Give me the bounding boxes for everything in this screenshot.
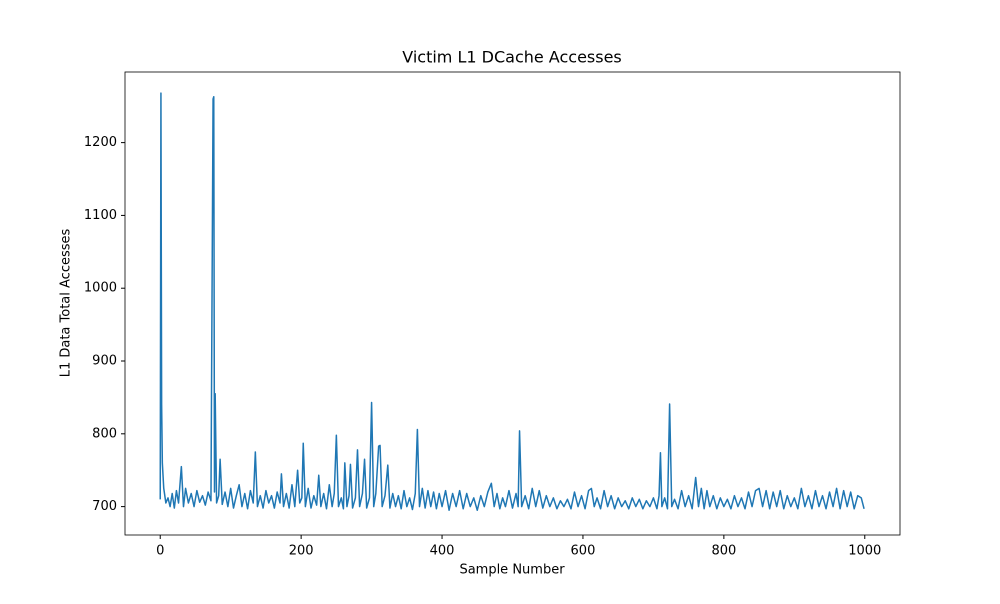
x-tick-label: 0 — [156, 544, 164, 559]
x-tick-label: 400 — [430, 544, 455, 559]
chart-title: Victim L1 DCache Accesses — [402, 48, 622, 67]
y-tick-label: 800 — [92, 426, 117, 441]
y-tick-label: 1000 — [84, 281, 117, 296]
y-axis-label: L1 Data Total Accesses — [59, 228, 74, 377]
x-tick-label: 1000 — [848, 544, 881, 559]
x-tick-label: 600 — [571, 544, 596, 559]
x-tick-label: 200 — [289, 544, 314, 559]
data-line — [159, 92, 865, 511]
y-tick-label: 1100 — [84, 208, 117, 223]
y-tick-label: 1200 — [84, 135, 117, 150]
y-tick-label: 700 — [92, 499, 117, 514]
plot-frame — [124, 71, 901, 536]
y-tick-label: 900 — [92, 354, 117, 369]
x-tick-label: 800 — [711, 544, 736, 559]
x-axis-label: Sample Number — [459, 563, 565, 578]
